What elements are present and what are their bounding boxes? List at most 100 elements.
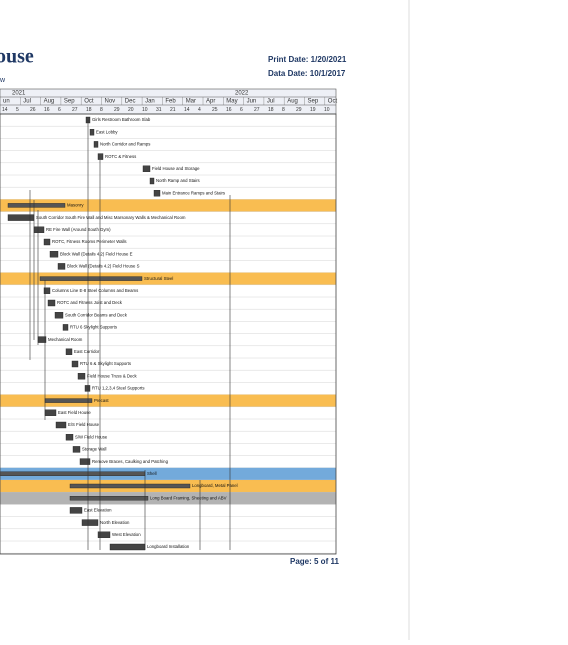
year-label: 2021 bbox=[12, 91, 26, 97]
task-label: Mechanical Room bbox=[48, 337, 83, 342]
task-bar bbox=[79, 458, 91, 465]
summary-band bbox=[0, 272, 336, 285]
day-label: 29 bbox=[296, 107, 302, 113]
day-label: 31 bbox=[156, 107, 162, 113]
task-label: Shell bbox=[147, 471, 157, 476]
task-label: S/W Field House bbox=[75, 434, 108, 439]
day-label: 10 bbox=[324, 107, 330, 113]
task-label: Columns Line E-8 Steel Columns and Beams bbox=[52, 288, 138, 293]
task-label: RTU 6 & Skylight Supports bbox=[80, 361, 131, 366]
day-label: 8 bbox=[100, 107, 103, 113]
month-label: Aug bbox=[287, 99, 298, 105]
task-label: North Ramp and Stairs bbox=[156, 178, 200, 183]
task-label: East Field House bbox=[58, 410, 91, 415]
month-label: Oct bbox=[84, 99, 94, 105]
task-bar bbox=[77, 373, 86, 380]
summary-band bbox=[0, 467, 336, 480]
day-label: 14 bbox=[2, 107, 8, 113]
task-label: Girls Restroom Bathroom Slab bbox=[92, 117, 151, 122]
task-label: Masonry bbox=[67, 203, 84, 208]
month-label: Jul bbox=[267, 99, 275, 105]
task-bar bbox=[62, 324, 69, 331]
task-label: RTU 6 Skylight Supports bbox=[70, 325, 117, 330]
task-label: East Corridor bbox=[74, 349, 100, 354]
day-label: 14 bbox=[184, 107, 190, 113]
title: ouse bbox=[0, 46, 34, 68]
task-label: ROTC, Fitness Rooms Perimeter Walls bbox=[52, 239, 127, 244]
day-label: 27 bbox=[72, 107, 78, 113]
task-label: Block Wall (Details 4.2) Field House S bbox=[67, 264, 140, 269]
task-bar bbox=[54, 312, 64, 319]
day-label: 16 bbox=[226, 107, 232, 113]
day-label: 27 bbox=[254, 107, 260, 113]
month-label: Jun bbox=[247, 99, 257, 105]
task-label: Longboard, Metal Panel bbox=[192, 483, 238, 488]
task-label: West Elevation bbox=[112, 532, 141, 537]
task-bar bbox=[71, 360, 79, 368]
day-label: 18 bbox=[86, 107, 92, 113]
task-bar bbox=[33, 226, 45, 234]
task-label: Longboard Installation bbox=[147, 544, 190, 549]
task-label: Field House Truss & Deck bbox=[87, 373, 138, 378]
task-label: Field House and Storage bbox=[152, 166, 200, 171]
task-bar bbox=[44, 409, 57, 416]
task-label: East Elevation bbox=[84, 508, 112, 513]
task-bar bbox=[72, 446, 81, 453]
summary-band bbox=[0, 492, 336, 505]
task-label: East Lobby bbox=[96, 129, 118, 134]
task-bar bbox=[0, 471, 146, 476]
month-label: Sep bbox=[308, 99, 319, 105]
month-label: May bbox=[226, 99, 237, 105]
task-bar bbox=[149, 177, 155, 185]
summary-band bbox=[0, 199, 336, 212]
task-label: North Corridor and Ramps bbox=[100, 142, 150, 147]
task-label: South Corridor South Fire Wall and Misc … bbox=[36, 215, 186, 220]
task-label: RE Fire Wall (Around South Gym) bbox=[46, 227, 111, 232]
day-label: 8 bbox=[282, 107, 285, 113]
task-label: E/S Field House bbox=[68, 422, 100, 427]
task-bar bbox=[47, 299, 56, 307]
task-bar bbox=[69, 507, 83, 514]
task-bar bbox=[43, 287, 51, 294]
task-bar bbox=[84, 385, 91, 392]
day-label: 4 bbox=[198, 107, 201, 113]
day-label: 25 bbox=[212, 107, 218, 113]
task-bar bbox=[43, 238, 51, 246]
day-label: 10 bbox=[142, 107, 148, 113]
task-label: Storage Wall bbox=[82, 447, 106, 452]
task-bar bbox=[57, 263, 66, 270]
task-bar bbox=[69, 496, 149, 501]
year-label: 2022 bbox=[235, 91, 249, 97]
day-label: 6 bbox=[240, 107, 243, 113]
summary-band bbox=[0, 394, 336, 407]
chart-frame bbox=[0, 113, 337, 555]
month-label: un bbox=[3, 99, 10, 105]
day-label: 18 bbox=[268, 107, 274, 113]
task-label: Long Board Framing, Sheeting and ABV bbox=[150, 495, 227, 500]
task-label: ROTC & Fitness bbox=[105, 154, 136, 159]
day-label: 21 bbox=[170, 107, 176, 113]
task-bar bbox=[142, 165, 151, 173]
month-label: Dec bbox=[125, 99, 136, 105]
task-bar bbox=[7, 203, 66, 208]
task-bar bbox=[81, 519, 99, 526]
day-label: 26 bbox=[30, 107, 36, 113]
task-bar bbox=[97, 531, 111, 538]
task-bar bbox=[65, 434, 74, 441]
month-label: Nov bbox=[105, 99, 116, 105]
task-bar bbox=[69, 483, 191, 489]
task-bar bbox=[93, 141, 99, 148]
page-number: Page: 5 of 11 bbox=[290, 557, 339, 566]
day-label: 20 bbox=[128, 107, 134, 113]
task-label: ROTC and Fitness Joist and Deck bbox=[57, 300, 123, 305]
data-date: Data Date: 10/1/2017 bbox=[268, 69, 346, 78]
month-label: Aug bbox=[44, 99, 55, 105]
task-label: Block Wall (Details 4.2) Field House E bbox=[60, 251, 133, 256]
day-label: 6 bbox=[58, 107, 61, 113]
month-label: Mar bbox=[186, 99, 196, 105]
task-label: Precast bbox=[94, 398, 109, 403]
task-bar bbox=[109, 543, 146, 551]
task-bar bbox=[49, 250, 59, 258]
month-label: Apr bbox=[206, 99, 215, 105]
